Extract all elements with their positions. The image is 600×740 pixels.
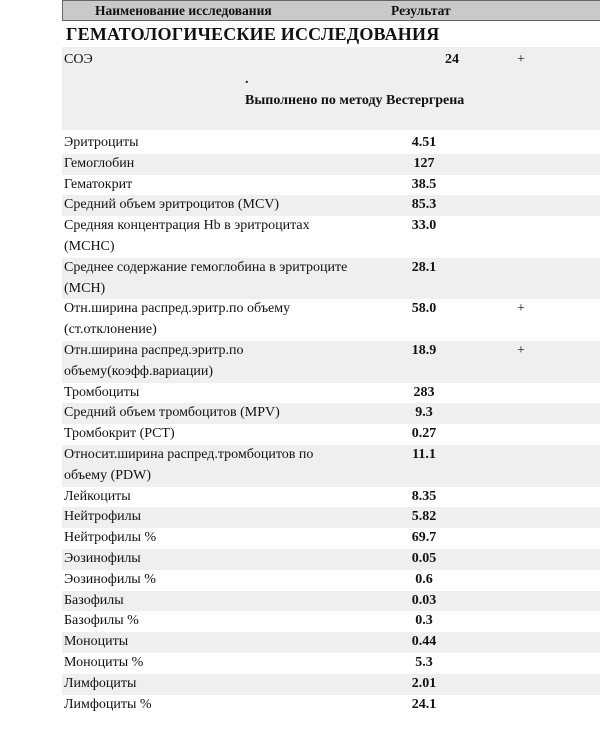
test-name: Нейтрофилы [64, 509, 142, 525]
test-name: Гематокрит [64, 176, 133, 192]
table-row: Отн.ширина распред.эритр.по объему(коэфф… [62, 340, 600, 383]
table-row: Моноциты 0.44 [62, 632, 600, 653]
test-name: СОЭ [64, 52, 93, 67]
test-value: 85.3 [411, 197, 437, 213]
test-name: Гемоглобин [64, 155, 135, 171]
test-name: Относит.ширина распред.тромбоцитов по об… [64, 446, 314, 483]
table-row: Гематокрит 38.5 [62, 175, 600, 196]
test-value: 0.3 [415, 613, 433, 629]
table-row: Лейкоциты 8.35 [62, 487, 600, 508]
test-value: 58.0 [411, 301, 437, 317]
test-value: 9.3 [415, 405, 433, 421]
test-value: 0.44 [411, 634, 437, 650]
test-name: Тромбоциты [64, 384, 140, 400]
test-name: Отн.ширина распред.эритр.по объему(коэфф… [64, 342, 244, 379]
test-name: Базофилы [64, 592, 124, 608]
table-row: Среднее содержание гемоглобина в эритроц… [62, 257, 600, 300]
table-row: Лимфоциты 2.01 [62, 673, 600, 695]
table-row: Нейтрофилы % 69.7 [62, 528, 600, 549]
test-value: 0.03 [411, 592, 437, 608]
table-row: Средний объем эритроцитов (MCV) 85.3 [62, 195, 600, 217]
table-row: Эритроциты 4.51 [62, 133, 600, 154]
dot-mark: . [245, 72, 249, 87]
test-name: Моноциты [64, 634, 129, 650]
table-row: Относит.ширина распред.тромбоцитов по об… [62, 444, 600, 487]
test-name: Нейтрофилы % [64, 530, 157, 546]
test-value: 5.82 [411, 509, 437, 525]
table-row: Базофилы 0.03 [62, 590, 600, 612]
test-value: 0.05 [411, 550, 437, 566]
test-name: Средний объем эритроцитов (MCV) [64, 197, 280, 213]
abnormal-flag: + [517, 342, 525, 358]
test-value: 4.51 [411, 135, 437, 150]
test-name: Отн.ширина распред.эритр.по объему (ст.о… [64, 301, 291, 338]
column-header-result: Результат [391, 3, 451, 18]
test-value: 24 [445, 52, 459, 67]
table-row: Эозинофилы 0.05 [62, 548, 600, 570]
table-row: Средний объем тромбоцитов (MPV) 9.3 [62, 403, 600, 425]
test-value: 0.6 [415, 571, 433, 587]
test-value: 127 [413, 155, 435, 171]
test-value: 2.01 [411, 675, 437, 691]
method-note: Выполнено по методу Вестергрена [245, 93, 465, 108]
table-header: Наименование исследования Результат [62, 0, 600, 21]
test-name: Эозинофилы % [64, 571, 156, 587]
table-row: Эозинофилы % 0.6 [62, 570, 600, 591]
test-value: 18.9 [411, 342, 437, 358]
test-value: 38.5 [411, 176, 437, 192]
table-row: Моноциты % 5.3 [62, 653, 600, 674]
table-row: Средняя концентрация Hb в эритроцитах (M… [62, 216, 600, 258]
test-name: Лейкоциты [64, 488, 131, 504]
test-name: Лимфоциты [64, 675, 137, 691]
test-value: 11.1 [412, 446, 436, 462]
table-row: Отн.ширина распред.эритр.по объему (ст.о… [62, 299, 600, 341]
test-name: Средний объем тромбоцитов (MPV) [64, 405, 280, 421]
test-value: 283 [413, 384, 435, 400]
test-name: Эозинофилы [64, 550, 141, 566]
section-title: ГЕМАТОЛОГИЧЕСКИЕ ИССЛЕДОВАНИЯ [66, 24, 440, 44]
table-row-esr: СОЭ 24 + . Выполнено по методу Вестергре… [62, 47, 600, 130]
column-header-name: Наименование исследования [95, 3, 272, 18]
table-row: Тромбокрит (PCT) 0.27 [62, 424, 600, 445]
table-row: Базофилы % 0.3 [62, 611, 600, 632]
test-name: Моноциты % [64, 654, 144, 670]
test-value: 69.7 [411, 530, 437, 546]
test-name: Среднее содержание гемоглобина в эритроц… [64, 259, 348, 296]
table-row: Гемоглобин 127 [62, 153, 600, 175]
test-name: Лимфоциты % [64, 696, 152, 712]
test-name: Эритроциты [64, 135, 139, 150]
results-table: Эритроциты 4.51 Гемоглобин 127 Гематокрит 38.… [62, 133, 600, 715]
test-value: 0.27 [411, 426, 437, 442]
abnormal-flag: + [517, 52, 525, 67]
test-value: 33.0 [411, 218, 437, 234]
table-row: Нейтрофилы 5.82 [62, 507, 600, 529]
test-name: Базофилы % [64, 613, 139, 629]
test-value: 28.1 [411, 259, 437, 275]
table-row: Тромбоциты 283 [62, 383, 600, 404]
test-name: Тромбокрит (PCT) [64, 426, 175, 442]
test-value: 8.35 [411, 488, 437, 504]
table-row: Лимфоциты % 24.1 [62, 695, 600, 716]
test-value: 24.1 [411, 696, 437, 712]
abnormal-flag: + [517, 301, 525, 317]
test-name: Средняя концентрация Hb в эритроцитах (M… [64, 218, 310, 254]
test-value: 5.3 [415, 654, 433, 670]
